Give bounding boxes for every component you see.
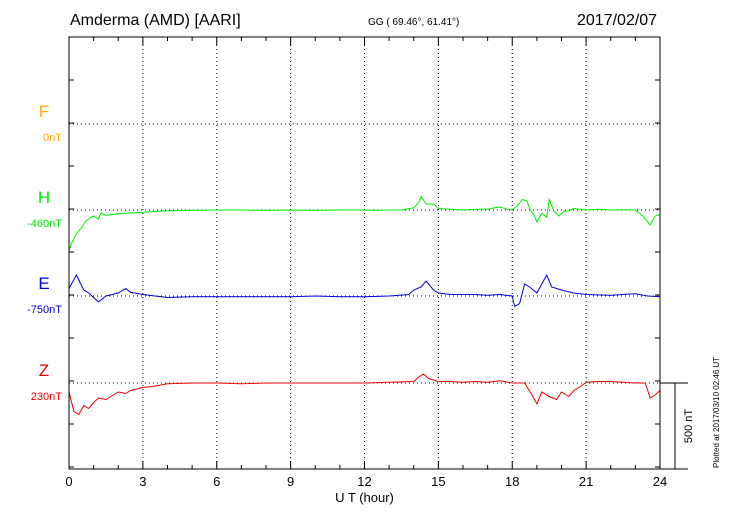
x-tick-label-6: 6: [213, 474, 220, 489]
baseline-value-H: -460nT: [27, 218, 62, 230]
series-line-H: [68, 195, 661, 251]
series-line-Z: [68, 373, 661, 416]
labels: 0 3 6 9 12 15 18 21 24 U T (hour) F 0nT H -460nT E -750…: [27, 102, 695, 505]
component-label-F: F: [39, 102, 49, 121]
baseline-value-F: 0nT: [43, 132, 62, 144]
station-title: Amderma (AMD) [AARI]: [70, 12, 241, 29]
x-tick-label-21: 21: [579, 474, 593, 489]
geographic-coordinates: GG ( 69.46°, 61.41°): [368, 17, 460, 28]
series-line-E: [68, 273, 661, 308]
x-tick-label-12: 12: [357, 474, 371, 489]
series-lines: [68, 195, 661, 416]
baseline-value-Z: 230nT: [31, 391, 62, 403]
plotted-timestamp: Plotted at 2017/03/10 02:46 UT: [712, 356, 721, 468]
x-tick-label-3: 3: [139, 474, 146, 489]
x-tick-label-15: 15: [431, 474, 445, 489]
x-axis-label: U T (hour): [335, 490, 394, 505]
scale-bar-label: 500 nT: [683, 409, 695, 444]
x-tick-label-0: 0: [65, 474, 72, 489]
x-tick-label-24: 24: [653, 474, 667, 489]
baseline-value-E: -750nT: [27, 304, 62, 316]
component-label-H: H: [38, 188, 50, 207]
x-tick-label-9: 9: [287, 474, 294, 489]
grid-lines: [69, 37, 660, 469]
component-label-E: E: [38, 274, 49, 293]
date-label: 2017/02/07: [577, 12, 658, 29]
x-tick-label-18: 18: [505, 474, 519, 489]
axes: [68, 36, 688, 470]
component-label-Z: Z: [39, 361, 49, 380]
